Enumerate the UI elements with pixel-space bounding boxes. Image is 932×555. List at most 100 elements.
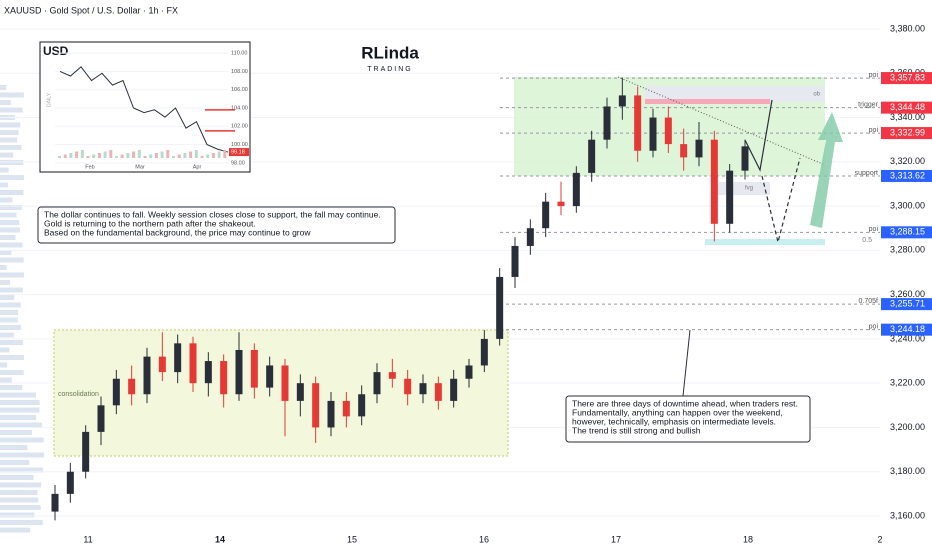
candle-body — [281, 365, 289, 401]
pointer-line — [682, 329, 691, 397]
x-tick-label: 17 — [611, 534, 621, 544]
annotation-text: The trend is still strong and bullish — [572, 425, 701, 435]
volume-profile — [0, 272, 24, 278]
candle-body — [220, 361, 228, 395]
inset-x-tick-label: Feb — [85, 164, 94, 170]
volume-profile — [0, 167, 9, 173]
inset-x-tick-label: Mar — [135, 164, 145, 170]
volume-profile — [0, 295, 15, 300]
candle-body — [296, 383, 304, 401]
y-tick-label: 3,340.00 — [890, 112, 925, 122]
volume-profile — [0, 332, 14, 338]
inset-volume — [63, 154, 67, 158]
y-tick-label: 3,280.00 — [890, 245, 925, 255]
candle-body — [327, 400, 335, 428]
chart-title: XAUUSD · Gold Spot / U.S. Dollar · 1h · … — [4, 5, 178, 15]
candle-body — [526, 228, 534, 246]
candle-body — [741, 146, 749, 171]
price-label-box — [881, 298, 932, 311]
inset-x-tick-label: Apr — [193, 164, 202, 170]
x-tick-label: 14 — [215, 534, 225, 544]
volume-profile — [0, 175, 24, 180]
volume-profile — [0, 385, 23, 390]
x-tick-label: 15 — [347, 534, 357, 544]
candle-body — [618, 95, 626, 107]
inset-volume — [177, 154, 181, 158]
candle-body — [465, 365, 473, 379]
logo: RLinda — [361, 43, 419, 62]
price-label-box — [881, 72, 932, 85]
candle-body — [143, 356, 151, 395]
candle-body — [450, 378, 458, 401]
candle-body — [250, 349, 258, 388]
price-label-box — [881, 323, 932, 336]
annotation-text: Gold is returning to the northern path a… — [44, 218, 256, 228]
inset-volume — [200, 156, 204, 158]
y-tick-label: 3,160.00 — [890, 510, 925, 520]
volume-profile — [0, 505, 41, 510]
candle-body — [158, 356, 166, 373]
volume-profile — [0, 227, 20, 233]
candle-body — [542, 201, 550, 229]
candle-body — [496, 276, 504, 339]
volume-profile — [0, 430, 32, 435]
fib-label: 0.5 — [862, 237, 872, 244]
candle-body — [97, 405, 105, 432]
price-label-box — [881, 127, 932, 140]
volume-profile — [0, 160, 24, 165]
axis: 3,160.00 3,180.00 3,200.00 3,220.00 3,240.00… — [83, 23, 932, 544]
candle-body — [51, 493, 59, 512]
price-label: 3,288.15 — [890, 227, 925, 237]
inset-last-label: 99.18 — [231, 150, 245, 156]
price-label-box — [881, 101, 932, 114]
volume-profile — [0, 377, 12, 383]
zone-label: consolidation — [58, 391, 99, 398]
volume-profile — [0, 422, 43, 428]
volume-profile — [0, 527, 31, 533]
inset-volume — [217, 151, 221, 158]
candle-body — [174, 343, 182, 373]
volume-profile — [0, 392, 36, 398]
volume-profile — [0, 460, 30, 465]
volume-profile — [0, 347, 10, 353]
price-label-box — [881, 169, 932, 182]
zone-label: fvg — [745, 186, 753, 192]
volume-profile — [0, 152, 14, 158]
level-name: poi — [869, 72, 879, 79]
annotation: The dollar continues to fall. Weekly ses… — [37, 206, 396, 244]
volume-profile — [0, 370, 24, 375]
volume-profile — [0, 205, 22, 210]
inset-volume — [206, 154, 210, 158]
price-label: 3,255.71 — [890, 299, 925, 309]
inset-y-tick-label: 102.00 — [231, 124, 248, 130]
candle-body — [404, 378, 412, 395]
inset-volume — [80, 150, 84, 158]
candle-body — [680, 144, 688, 158]
x-tick-label: 18 — [743, 534, 753, 544]
volume-profile — [0, 497, 39, 503]
candle-body — [204, 361, 212, 384]
y-tick-label: 3,260.00 — [890, 289, 925, 299]
inset-volume — [115, 156, 118, 158]
candle-body — [649, 117, 657, 151]
y-tick-label: 3,240.00 — [890, 333, 925, 343]
volume-profile — [0, 242, 23, 248]
candle-body — [695, 139, 703, 158]
candle-body — [312, 383, 320, 428]
volume-profile — [0, 467, 44, 473]
volume-profile — [0, 280, 10, 285]
volume-profile — [0, 220, 20, 225]
annotation-text: There are three days of downtime ahead, … — [572, 398, 798, 408]
inset-volume — [160, 151, 164, 158]
volume-profile — [0, 325, 22, 330]
candle-body — [358, 394, 366, 417]
level-name: poi — [869, 226, 879, 233]
candle-body — [342, 400, 350, 417]
annotation-text: The dollar continues to fall. Weekly ses… — [44, 209, 381, 219]
price-axis — [880, 0, 932, 550]
volume-profile — [0, 437, 44, 443]
volume-profile — [0, 520, 43, 525]
volume-profile — [0, 310, 19, 315]
inset-line — [59, 66, 229, 153]
